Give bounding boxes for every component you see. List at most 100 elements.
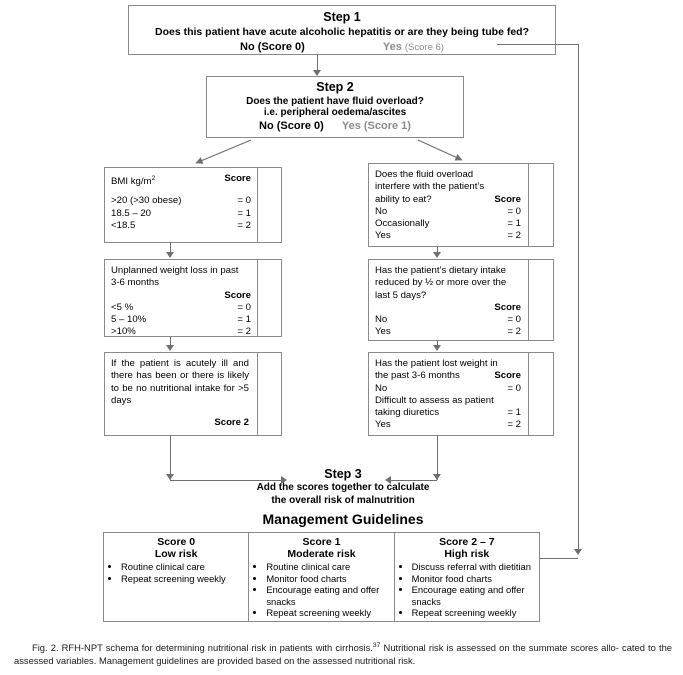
weight-loss-diuretics-row: Difficult to assess as patient bbox=[375, 395, 547, 407]
bmi-heading-row: BMI kg/m2 Score bbox=[111, 173, 275, 188]
management-column-high-risk: Score 2 – 7 High risk Discuss referral w… bbox=[393, 533, 539, 621]
arrow-right-into-step3 bbox=[385, 476, 391, 484]
step3-block: Step 3 Add the scores together to calcul… bbox=[183, 467, 503, 507]
weight-loss-box-inner-divider bbox=[257, 260, 258, 336]
dietary-intake-row: Yes = 2 bbox=[375, 326, 547, 338]
step1-answer-yes: Yes (Score 6) bbox=[383, 41, 444, 53]
fluid-interference-row: Occasionally = 1 bbox=[375, 218, 547, 230]
arrow-R1-to-R2 bbox=[433, 252, 441, 258]
fluid-interference-score-header: Score bbox=[494, 193, 521, 205]
connector-right-to-step3-vertical bbox=[437, 436, 438, 480]
management-item-list: Routine clinical care Repeat screening w… bbox=[108, 561, 244, 584]
list-item: Repeat screening weekly bbox=[412, 607, 535, 619]
step3-line2: the overall risk of malnutrition bbox=[271, 495, 415, 506]
bmi-heading: BMI kg/m2 bbox=[111, 175, 156, 188]
step2-question-line2: i.e. peripheral oedema/ascites bbox=[263, 107, 407, 118]
management-risk-label: Low risk bbox=[154, 548, 198, 560]
dietary-intake-row-value: = 0 bbox=[507, 314, 521, 326]
weight-loss-diuretics-row: Yes = 2 bbox=[375, 419, 547, 431]
connector-R2-R3 bbox=[437, 341, 438, 347]
dietary-intake-score-header-row: Score bbox=[375, 302, 547, 314]
arrow-step1-yes-down bbox=[574, 549, 582, 555]
dietary-intake-row: No = 0 bbox=[375, 314, 547, 326]
weight-loss-row: >10% = 2 bbox=[111, 326, 275, 338]
list-item: Monitor food charts bbox=[266, 573, 389, 585]
step1-answers: No (Score 0) Yes (Score 6) bbox=[129, 41, 555, 53]
connector-left-to-step3-vertical bbox=[170, 436, 171, 480]
step2-answers: No (Score 0) Yes (Score 1) bbox=[207, 120, 463, 132]
list-item: Discuss referral with dietitian bbox=[412, 561, 535, 573]
bmi-row-label: >20 (>30 obese) bbox=[111, 195, 182, 207]
weight-loss-heading-line1: Unplanned weight loss in past bbox=[111, 265, 239, 276]
weight-loss-diuretics-line1: Has the patient lost weight in bbox=[375, 358, 498, 369]
acutely-ill-text: If the patient is acutely ill and there … bbox=[111, 358, 249, 406]
management-risk-label: High risk bbox=[444, 548, 490, 560]
list-item: Encourage eating and offer snacks bbox=[412, 584, 535, 607]
weight-loss-diuretics-box: Has the patient lost weight in the past … bbox=[368, 352, 554, 436]
step1-question: Does this patient have acute alcoholic h… bbox=[155, 26, 529, 38]
management-score-label: Score 2 – 7 bbox=[439, 536, 495, 548]
bmi-row: 18.5 – 20 = 1 bbox=[111, 208, 275, 220]
fluid-interference-row-value: = 2 bbox=[507, 230, 521, 242]
weight-loss-diuretics-row-value: = 1 bbox=[507, 407, 521, 419]
arrow-step2-yes bbox=[417, 139, 463, 161]
weight-loss-diuretics-row-label: Difficult to assess as patient bbox=[375, 394, 494, 406]
dietary-intake-row-label: No bbox=[375, 314, 388, 326]
step1-answer-yes-score: (Score 6) bbox=[404, 42, 444, 53]
arrow-step2-no bbox=[195, 139, 252, 164]
weight-loss-row-label: <5 % bbox=[111, 301, 134, 313]
dietary-intake-box: Has the patient’s dietary intake reduced… bbox=[368, 259, 554, 341]
weight-loss-diuretics-score-header: Score bbox=[494, 370, 521, 382]
step1-title: Step 1 bbox=[323, 10, 361, 24]
fluid-interference-line2: interfere with the patient’s bbox=[375, 181, 485, 193]
management-column-moderate-risk: Score 1 Moderate risk Routine clinical c… bbox=[248, 533, 393, 621]
weight-loss-box: Unplanned weight loss in past 3-6 months… bbox=[104, 259, 282, 337]
weight-loss-row: 5 – 10% = 1 bbox=[111, 314, 275, 326]
step1-box: Step 1 Does this patient have acute alco… bbox=[128, 5, 556, 55]
weight-loss-diuretics-row-value: = 0 bbox=[507, 382, 521, 394]
caption-rest: Nutritional risk is assessed on the summ… bbox=[380, 642, 619, 654]
weight-loss-row-value: = 2 bbox=[237, 326, 251, 338]
fluid-interference-row: Yes = 2 bbox=[375, 230, 547, 242]
weight-loss-diuretics-line2-row: the past 3-6 months Score bbox=[375, 370, 547, 382]
weight-loss-row-label: 5 – 10% bbox=[111, 314, 147, 326]
management-score-label: Score 0 bbox=[157, 536, 196, 548]
list-item: Monitor food charts bbox=[412, 573, 535, 585]
dietary-intake-box-inner-divider bbox=[528, 260, 529, 340]
fluid-interference-line3-row: ability to eat? Score bbox=[375, 194, 547, 206]
figure-caption: Fig. 2. RFH-NPT schema for determining n… bbox=[14, 640, 672, 667]
weight-loss-row-value: = 1 bbox=[237, 314, 251, 326]
step2-box: Step 2 Does the patient have fluid overl… bbox=[206, 76, 464, 138]
weight-loss-heading-line2: 3-6 months bbox=[111, 277, 159, 289]
management-guidelines-table: Score 0 Low risk Routine clinical care R… bbox=[103, 532, 540, 622]
weight-loss-diuretics-row: No = 0 bbox=[375, 383, 547, 395]
acutely-ill-box-inner-divider bbox=[257, 353, 258, 435]
weight-loss-diuretics-line2: the past 3-6 months bbox=[375, 370, 460, 382]
bmi-box-inner-divider bbox=[257, 168, 258, 242]
caption-line1: Fig. 2. RFH-NPT schema for determining n… bbox=[32, 642, 373, 654]
list-item: Routine clinical care bbox=[121, 561, 244, 573]
dietary-intake-line1: Has the patient’s dietary intake bbox=[375, 265, 507, 276]
weight-loss-score-header-row: Score bbox=[111, 290, 275, 302]
arrow-left-column-down bbox=[166, 474, 174, 480]
step2-answer-no: No (Score 0) bbox=[259, 120, 324, 132]
bmi-row-value: = 1 bbox=[237, 207, 251, 219]
arrow-R2-to-R3 bbox=[433, 345, 441, 351]
weight-loss-diuretics-row: taking diuretics = 1 bbox=[375, 407, 547, 419]
connector-left-to-step3-horizontal bbox=[170, 480, 282, 481]
acutely-ill-score: Score 2 bbox=[214, 417, 249, 429]
management-risk-label: Moderate risk bbox=[287, 548, 356, 560]
weight-loss-score-header: Score bbox=[224, 289, 251, 301]
management-score-label: Score 1 bbox=[302, 536, 341, 548]
weight-loss-diuretics-row-label: taking diuretics bbox=[375, 407, 439, 419]
management-guidelines-title: Management Guidelines bbox=[262, 511, 424, 527]
weight-loss-diuretics-row-label: No bbox=[375, 382, 388, 394]
bmi-score-header: Score bbox=[224, 173, 251, 184]
step2-question-line1: Does the patient have fluid overload? bbox=[246, 96, 424, 107]
bmi-row-value: = 2 bbox=[237, 220, 251, 232]
weight-loss-row-label: >10% bbox=[111, 326, 136, 338]
bmi-row-value: = 0 bbox=[237, 195, 251, 207]
dietary-intake-score-header: Score bbox=[494, 301, 521, 313]
dietary-intake-line2: reduced by ½ or more over the bbox=[375, 277, 507, 289]
bmi-heading-superscript: 2 bbox=[151, 175, 156, 182]
